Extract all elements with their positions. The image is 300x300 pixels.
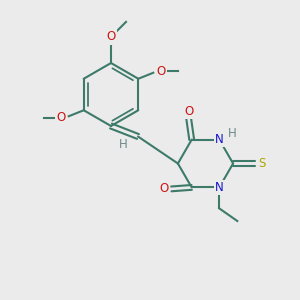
Text: S: S [258, 157, 266, 170]
Text: O: O [159, 182, 168, 195]
Text: O: O [56, 111, 65, 124]
Text: O: O [184, 105, 193, 118]
Text: O: O [157, 65, 166, 78]
Text: N: N [215, 181, 224, 194]
Text: H: H [118, 138, 127, 152]
Text: N: N [215, 133, 224, 146]
Text: O: O [106, 30, 116, 44]
Text: H: H [227, 127, 236, 140]
